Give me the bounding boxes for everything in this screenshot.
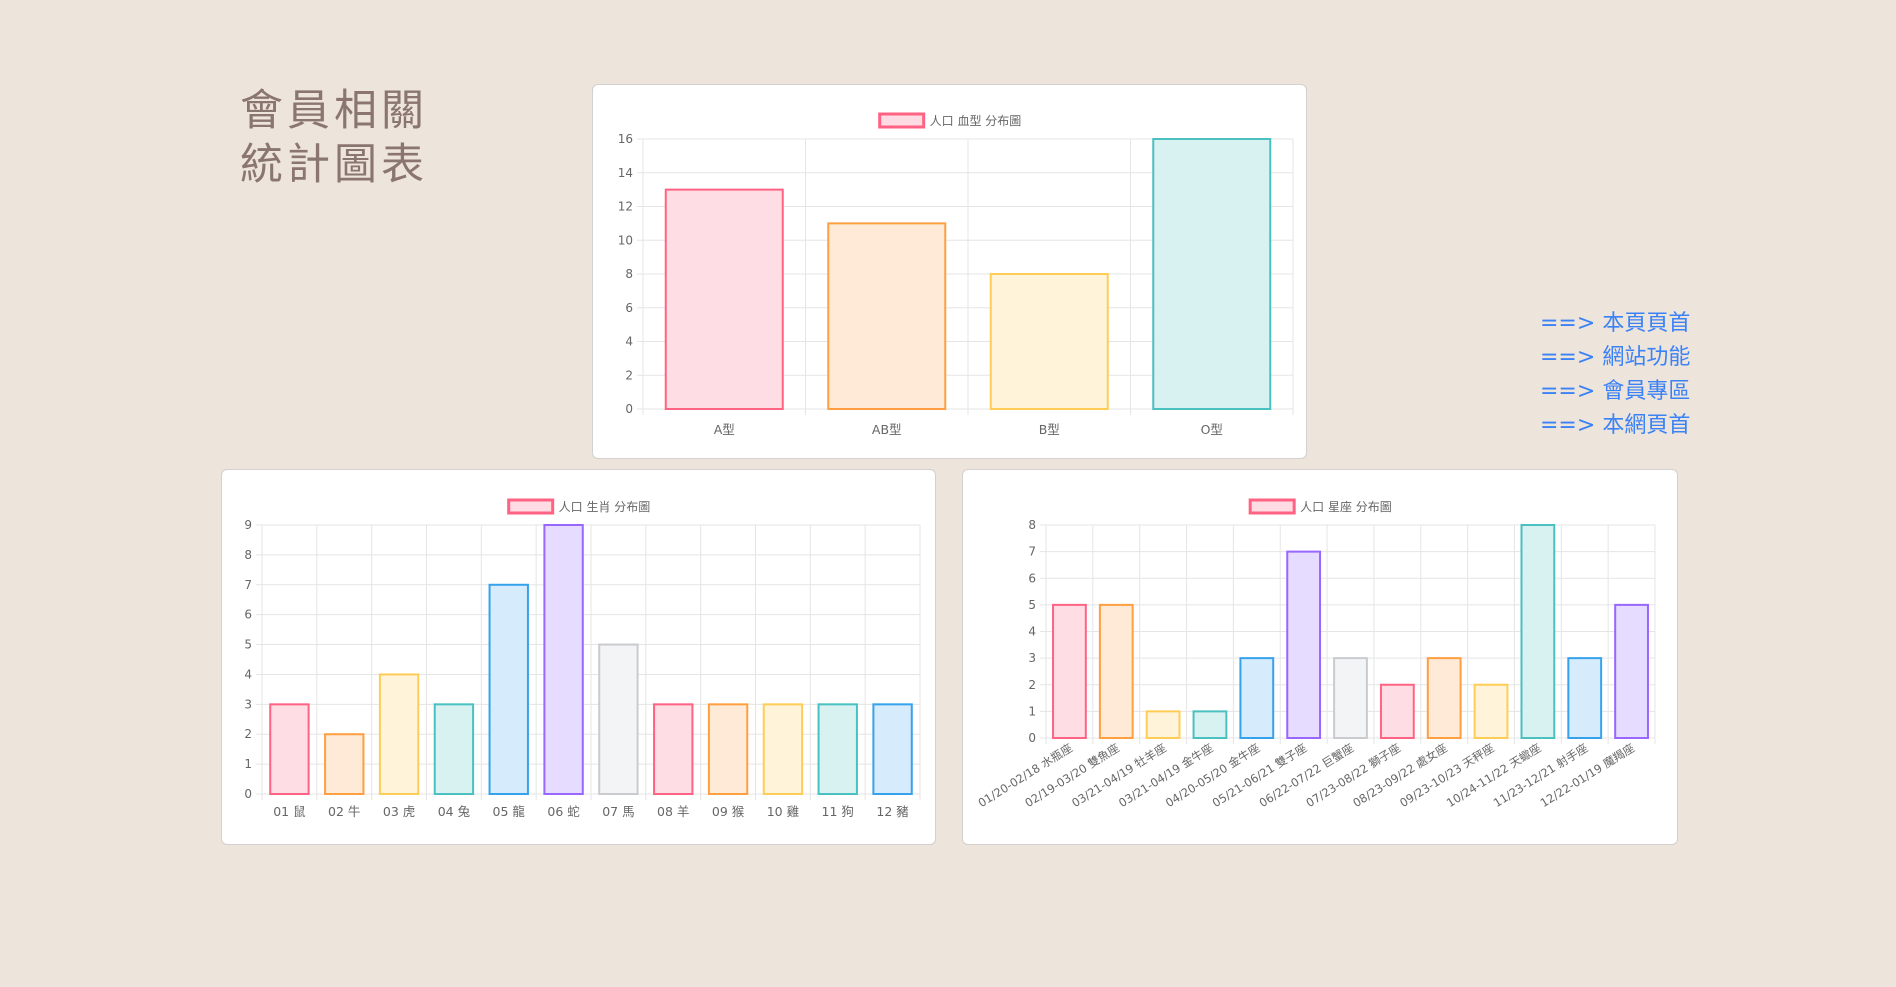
bar[interactable] [1192, 710, 1228, 739]
y-tick-label: 8 [625, 267, 633, 281]
x-tick-label: B型 [1039, 422, 1060, 437]
x-tick-label: A型 [714, 422, 735, 437]
y-tick-label: 12 [618, 200, 633, 214]
y-tick-label: 9 [244, 518, 252, 532]
bar[interactable] [1286, 550, 1322, 739]
y-tick-label: 8 [244, 548, 252, 562]
bar[interactable] [1567, 657, 1603, 739]
y-tick-label: 14 [618, 166, 633, 180]
x-tick-label: 01 鼠 [273, 804, 306, 819]
x-tick-label: 11 狗 [822, 804, 854, 819]
bar[interactable] [433, 703, 475, 795]
x-tick-label: 05 龍 [493, 804, 526, 819]
page-title-line2: 統計圖表 [240, 140, 428, 190]
legend-label: 人口 星座 分布圖 [1300, 499, 1392, 514]
x-tick-label: 12 豬 [876, 804, 908, 819]
link-site-functions[interactable]: ==> 網站功能 [1540, 345, 1691, 370]
bar[interactable] [827, 222, 947, 410]
bar[interactable] [1152, 138, 1272, 410]
y-tick-label: 7 [1028, 545, 1036, 559]
bar[interactable] [378, 673, 420, 795]
x-tick-label: 09 猴 [712, 804, 745, 819]
bar[interactable] [1520, 524, 1556, 739]
link-site-home[interactable]: ==> 本網頁首 [1540, 413, 1691, 438]
y-tick-label: 6 [1028, 571, 1036, 585]
x-tick-label: AB型 [872, 422, 902, 437]
bar[interactable] [1145, 710, 1181, 739]
legend-swatch [507, 498, 555, 515]
y-tick-label: 4 [625, 335, 633, 349]
x-tick-label: 03 虎 [383, 804, 415, 819]
y-tick-label: 10 [618, 233, 633, 247]
x-tick-label: 04 兔 [438, 804, 470, 819]
y-tick-label: 3 [244, 697, 252, 711]
x-tick-label: 07 馬 [602, 804, 634, 819]
chart-legend[interactable]: 人口 生肖 分布圖 [507, 498, 651, 515]
bar[interactable] [269, 703, 310, 795]
y-tick-label: 5 [1028, 598, 1036, 612]
y-tick-label: 16 [618, 132, 633, 146]
x-tick-label: 08 羊 [657, 804, 689, 819]
bar[interactable] [324, 733, 365, 796]
chart-legend[interactable]: 人口 星座 分布圖 [1248, 498, 1392, 515]
y-tick-label: 1 [1028, 704, 1036, 718]
bar[interactable] [653, 703, 694, 795]
y-tick-label: 5 [244, 638, 252, 652]
bar[interactable] [1379, 683, 1415, 739]
bar[interactable] [989, 273, 1109, 410]
bar[interactable] [817, 703, 858, 795]
bar[interactable] [1239, 657, 1275, 739]
bar[interactable] [598, 643, 639, 795]
blood-type-chart-card: 人口 血型 分布圖 0 2 4 6 8 10 12 14 16 A型 AB型 B型 O型 [592, 84, 1307, 459]
y-tick-label: 0 [625, 402, 633, 416]
y-tick-label: 0 [244, 787, 252, 801]
link-member-area[interactable]: ==> 會員專區 [1540, 379, 1691, 404]
legend-label: 人口 血型 分布圖 [930, 114, 1022, 128]
page-title: 會員相關 統計圖表 [240, 84, 428, 192]
y-tick-label: 2 [625, 368, 633, 382]
x-tick-label: O型 [1201, 422, 1223, 437]
page-title-line1: 會員相關 [240, 86, 428, 136]
y-tick-label: 7 [244, 578, 252, 592]
y-tick-label: 0 [1028, 731, 1036, 745]
legend-swatch [878, 112, 926, 129]
star-sign-chart-card: 人口 星座 分布圖 0 1 2 3 4 5 6 7 8 01/20-02/18 水瓶座 02/19-0… [962, 469, 1678, 845]
y-tick-label: 4 [1028, 625, 1036, 639]
y-tick-label: 2 [244, 727, 252, 741]
y-tick-label: 4 [244, 667, 252, 681]
bar[interactable] [488, 583, 529, 796]
bar[interactable] [664, 188, 784, 410]
x-tick-label: 06 蛇 [547, 804, 580, 819]
chart-legend[interactable]: 人口 血型 分布圖 [878, 112, 1022, 129]
bar[interactable] [543, 524, 584, 795]
bar[interactable] [1098, 603, 1134, 739]
bar[interactable] [1426, 657, 1462, 739]
bar[interactable] [707, 703, 749, 795]
y-tick-label: 8 [1028, 518, 1036, 532]
bar[interactable] [872, 703, 913, 795]
bar[interactable] [1052, 603, 1087, 739]
x-tick-label: 02 牛 [328, 804, 360, 819]
link-page-top[interactable]: ==> 本頁頁首 [1540, 311, 1691, 336]
y-tick-label: 2 [1028, 678, 1036, 692]
y-tick-label: 3 [1028, 651, 1036, 665]
y-tick-label: 6 [244, 608, 252, 622]
y-tick-label: 1 [244, 757, 252, 771]
bar[interactable] [762, 703, 804, 795]
chinese-zodiac-chart: 人口 生肖 分布圖 0 1 2 3 4 5 6 7 8 9 01 鼠 02 牛 03 虎 04 兔 05 龍 0… [244, 498, 921, 819]
bar[interactable] [1333, 657, 1368, 739]
y-tick-label: 6 [625, 301, 633, 315]
blood-type-chart: 人口 血型 分布圖 0 2 4 6 8 10 12 14 16 A型 AB型 B型 O型 [618, 112, 1294, 437]
bar[interactable] [1473, 683, 1509, 739]
x-tick-label: 10 雞 [767, 804, 799, 819]
legend-swatch [1248, 498, 1296, 515]
grid [256, 524, 921, 800]
bar[interactable] [1614, 603, 1649, 739]
quick-links: ==> 本頁頁首 ==> 網站功能 ==> 會員專區 ==> 本網頁首 [1540, 307, 1691, 443]
chinese-zodiac-chart-card: 人口 生肖 分布圖 0 1 2 3 4 5 6 7 8 9 01 鼠 02 牛 03 虎 04 兔 05 龍 0… [221, 469, 936, 845]
legend-label: 人口 生肖 分布圖 [559, 500, 651, 514]
